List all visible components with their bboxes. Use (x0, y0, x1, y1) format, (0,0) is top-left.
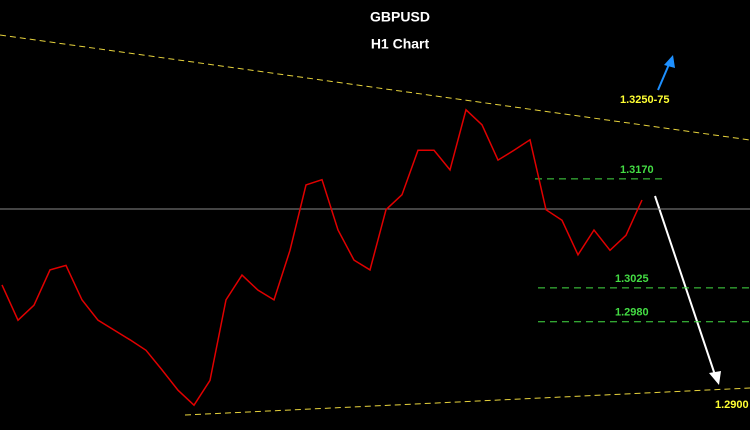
arrow-down (654, 195, 717, 379)
arrow-up (657, 61, 671, 91)
chart-title: GBPUSD (370, 9, 430, 25)
arrow-head (709, 371, 721, 385)
chart-subtitle: H1 Chart (371, 36, 430, 52)
channel-top (0, 34, 750, 141)
channel-bottom (184, 387, 750, 416)
level-label: 1.3170 (620, 164, 654, 176)
price-line (1, 108, 643, 407)
target-label: 1.3250-75 (620, 94, 670, 106)
arrow-head (664, 55, 675, 68)
level-label: 1.2980 (615, 307, 649, 319)
level-label: 1.3025 (615, 273, 649, 285)
target-label: 1.2900 (715, 399, 749, 411)
